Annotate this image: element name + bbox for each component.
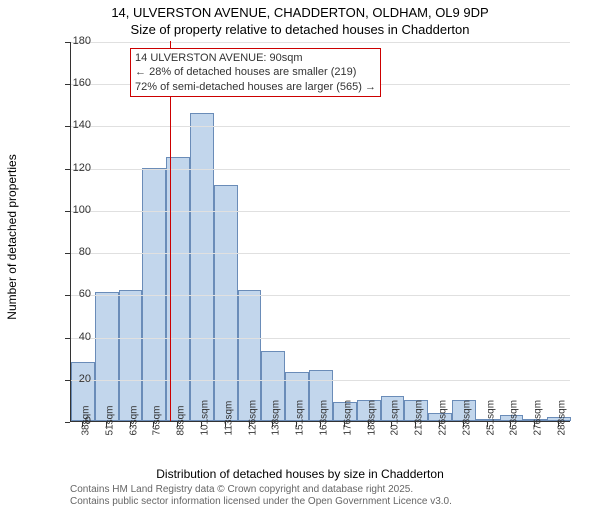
y-tick-label: 140 <box>31 119 91 131</box>
histogram-bar <box>95 292 119 421</box>
y-tick-label: 40 <box>31 331 91 343</box>
y-tick-label: 180 <box>31 35 91 47</box>
histogram-bar <box>190 113 214 421</box>
histogram-bar <box>142 168 166 421</box>
x-axis-label: Distribution of detached houses by size … <box>0 467 600 481</box>
histogram-bar <box>214 185 238 421</box>
property-marker-line <box>170 41 171 421</box>
annotation-larger: 72% of semi-detached houses are larger (… <box>135 80 376 94</box>
annotation-box: 14 ULVERSTON AVENUE: 90sqm ← 28% of deta… <box>130 48 381 97</box>
y-tick-label: 80 <box>31 246 91 258</box>
y-tick-label: 60 <box>31 288 91 300</box>
footer-copyright: Contains HM Land Registry data © Crown c… <box>70 484 413 495</box>
y-tick-label: 100 <box>31 204 91 216</box>
y-axis-label: Number of detached properties <box>5 154 19 319</box>
y-tick-label: 160 <box>31 77 91 89</box>
plot-area: 14 ULVERSTON AVENUE: 90sqm ← 28% of deta… <box>70 42 570 422</box>
chart-title-address: 14, ULVERSTON AVENUE, CHADDERTON, OLDHAM… <box>0 5 600 20</box>
annotation-property: 14 ULVERSTON AVENUE: 90sqm <box>135 51 376 65</box>
histogram-bar <box>119 290 143 421</box>
footer-license: Contains public sector information licen… <box>70 496 452 507</box>
y-tick-label: 120 <box>31 162 91 174</box>
annotation-smaller: ← 28% of detached houses are smaller (21… <box>135 65 376 79</box>
y-tick-label: 20 <box>31 373 91 385</box>
property-size-chart: 14, ULVERSTON AVENUE, CHADDERTON, OLDHAM… <box>0 0 600 500</box>
